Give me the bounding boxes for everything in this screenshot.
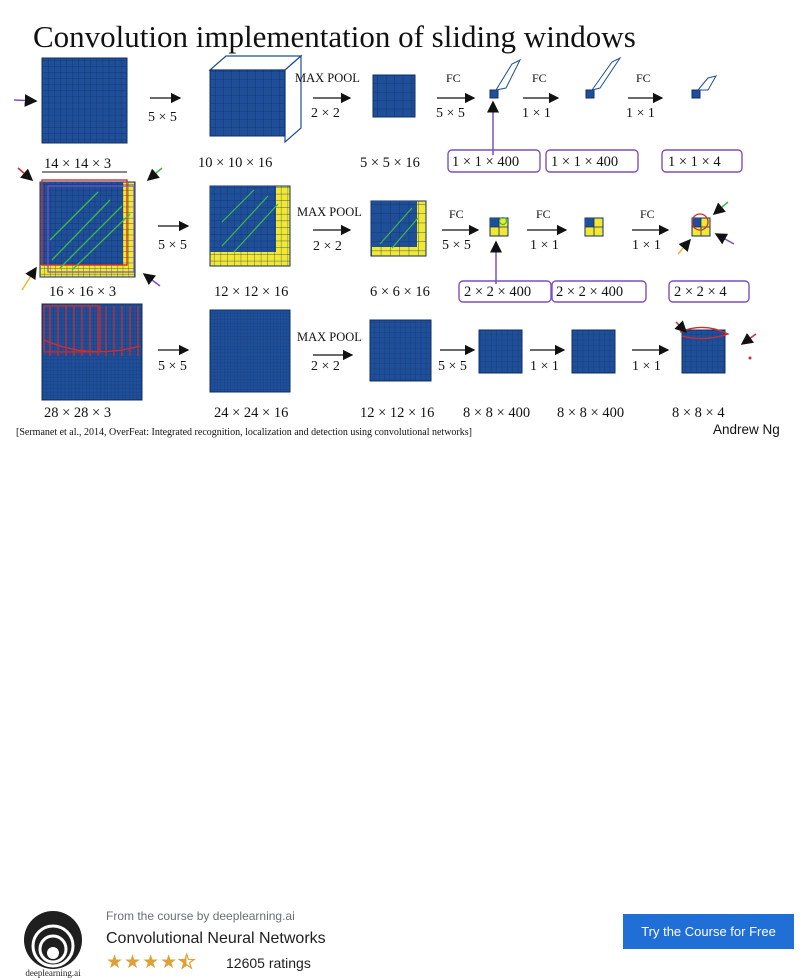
star-icon: ★ xyxy=(124,952,142,973)
svg-text:12 × 12 × 16: 12 × 12 × 16 xyxy=(360,405,434,421)
svg-text:FC: FC xyxy=(640,207,655,221)
svg-text:8 × 8 × 400: 8 × 8 × 400 xyxy=(557,405,624,421)
svg-text:FC: FC xyxy=(636,71,651,85)
svg-text:FC: FC xyxy=(449,207,464,221)
svg-text:2 × 2: 2 × 2 xyxy=(313,239,342,254)
svg-text:5 × 5 × 16: 5 × 5 × 16 xyxy=(360,155,420,171)
row1-conv-label: 5 × 5 xyxy=(148,110,177,125)
svg-text:28 × 28 × 3: 28 × 28 × 3 xyxy=(44,405,111,421)
ratings-count: 12605 ratings xyxy=(226,955,311,971)
svg-text:24 × 24 × 16: 24 × 24 × 16 xyxy=(214,405,288,421)
svg-text:2 × 2: 2 × 2 xyxy=(311,106,340,121)
svg-text:12 × 12 × 16: 12 × 12 × 16 xyxy=(214,284,288,300)
svg-text:6 × 6 × 16: 6 × 6 × 16 xyxy=(370,284,430,300)
svg-text:1 × 1: 1 × 1 xyxy=(522,106,551,121)
svg-text:16 × 16 × 3: 16 × 16 × 3 xyxy=(49,284,116,300)
course-title[interactable]: Convolutional Neural Networks xyxy=(106,930,326,947)
star-rating: ★ ★ ★ ★ ★ xyxy=(106,952,196,973)
svg-text:5 × 5: 5 × 5 xyxy=(158,359,187,374)
row-3: 5 × 5 MAX POOL 2 × 2 5 × 5 1 × 1 1 × 1 2… xyxy=(41,303,757,421)
svg-text:2 × 2 × 400: 2 × 2 × 400 xyxy=(556,284,623,300)
row1-output xyxy=(691,89,701,99)
star-icon: ★ xyxy=(160,952,178,973)
svg-text:1 × 1: 1 × 1 xyxy=(632,359,661,374)
row1-pool-label: MAX POOL xyxy=(295,71,360,85)
star-icon: ★ xyxy=(142,952,160,973)
svg-text:1 × 1 × 400: 1 × 1 × 400 xyxy=(551,154,618,170)
row1-fc2-output xyxy=(585,89,595,99)
svg-text:1 × 1: 1 × 1 xyxy=(530,359,559,374)
slide-canvas: Convolution implementation of sliding wi… xyxy=(13,19,780,438)
svg-text:2 × 2 × 4: 2 × 2 × 4 xyxy=(674,284,727,300)
svg-text:FC: FC xyxy=(446,71,461,85)
svg-text:1 × 1 × 400: 1 × 1 × 400 xyxy=(452,154,519,170)
svg-text:2 × 2: 2 × 2 xyxy=(311,359,340,374)
svg-text:5 × 5: 5 × 5 xyxy=(438,359,467,374)
svg-text:5 × 5: 5 × 5 xyxy=(436,106,465,121)
citation: [Sermanet et al., 2014, OverFeat: Integr… xyxy=(16,427,472,438)
svg-text:FC: FC xyxy=(532,71,547,85)
author-name: Andrew Ng xyxy=(713,422,780,437)
svg-text:1 × 1: 1 × 1 xyxy=(626,106,655,121)
svg-text:FC: FC xyxy=(536,207,551,221)
svg-text:2 × 2 × 400: 2 × 2 × 400 xyxy=(464,284,531,300)
svg-text:8 × 8 × 400: 8 × 8 × 400 xyxy=(463,405,530,421)
svg-text:MAX POOL: MAX POOL xyxy=(297,330,362,344)
purple-arrow-annotation xyxy=(13,94,38,107)
logo-text: deeplearning.ai xyxy=(25,968,81,978)
lecture-slide: Convolution implementation of sliding wi… xyxy=(0,0,803,440)
star-icon: ★ xyxy=(106,952,124,973)
slide-title: Convolution implementation of sliding wi… xyxy=(33,19,636,54)
svg-text:1 × 1: 1 × 1 xyxy=(632,238,661,253)
svg-text:5 × 5: 5 × 5 xyxy=(158,238,187,253)
svg-text:1 × 1: 1 × 1 xyxy=(530,238,559,253)
course-provider: From the course by deeplearning.ai xyxy=(106,909,295,923)
row1-output-label: 1 × 1 × 4 xyxy=(668,154,721,170)
svg-text:MAX POOL: MAX POOL xyxy=(297,205,362,219)
course-footer: deeplearning.ai From the course by deepl… xyxy=(0,440,803,978)
svg-text:5 × 5: 5 × 5 xyxy=(442,238,471,253)
try-course-button[interactable]: Try the Course for Free xyxy=(623,914,794,949)
row1-fc1-output xyxy=(489,89,499,99)
star-half-icon: ★ xyxy=(178,952,196,973)
row-2: 5 × 5 MAX POOL 2 × 2 FC 5 × 5 FC 1 × 1 F… xyxy=(17,167,750,303)
row-1: 5 × 5 MAX POOL 2 × 2 FC 5 × 5 FC 1 × 1 F… xyxy=(13,54,743,173)
row1-input-label: 14 × 14 × 3 xyxy=(44,156,111,172)
svg-text:8 × 8 × 4: 8 × 8 × 4 xyxy=(672,405,725,421)
svg-text:10 × 10 × 16: 10 × 10 × 16 xyxy=(198,155,272,171)
